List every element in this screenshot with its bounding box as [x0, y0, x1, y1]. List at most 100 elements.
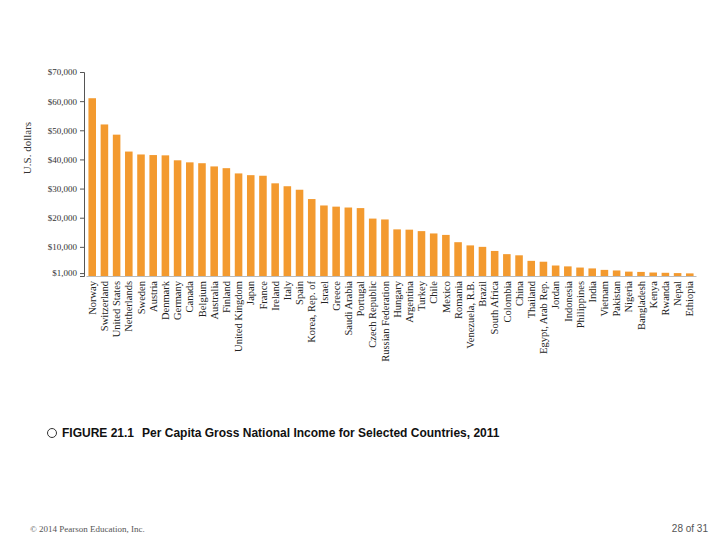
bar [454, 242, 462, 276]
x-tick-label: Nepal [672, 281, 683, 306]
chart-title: Per Capita Gross National Income for Sel… [142, 426, 500, 440]
bar [101, 124, 109, 276]
bar [113, 135, 121, 276]
bar [308, 199, 316, 276]
bar [235, 173, 243, 276]
bar [515, 255, 523, 276]
bar [186, 162, 194, 276]
x-tick: Greece [331, 276, 342, 311]
bar [552, 266, 560, 276]
x-tick-label: Italy [282, 280, 293, 300]
y-tick: $60,000 [48, 97, 84, 107]
x-tick-label: Canada [184, 281, 195, 313]
bar [162, 155, 170, 276]
x-tick: Turkey [416, 276, 427, 311]
y-tick-label: $30,000 [48, 184, 78, 194]
x-tick: Pakistan [611, 276, 622, 317]
caption-text: FIGURE 21.1Per Capita Gross National Inc… [62, 426, 500, 440]
y-tick: $40,000 [48, 155, 84, 165]
x-tick: Mexico [441, 276, 452, 313]
y-tick-mark [80, 218, 84, 219]
x-tick: Vietnam [599, 276, 610, 317]
bar [564, 266, 572, 276]
bar [381, 219, 389, 276]
x-tick-label: United Kingdom [233, 281, 244, 352]
x-tick: Ireland [270, 276, 281, 311]
y-tick-mark [80, 159, 84, 160]
y-tick: $50,000 [48, 126, 84, 136]
y-tick-mark [80, 72, 84, 73]
bar [442, 235, 450, 276]
bar [125, 152, 133, 276]
x-tick-label: Belgium [197, 281, 208, 317]
y-tick: $70,000 [48, 67, 84, 77]
bar [357, 208, 365, 276]
bar [284, 186, 292, 276]
x-tick: Thailand [526, 276, 537, 318]
y-axis: $1,000 $10,000 $20,000 $30,000 $40,000 $50,00… [48, 67, 85, 278]
bar [406, 230, 414, 276]
x-tick-label: Chile [428, 281, 439, 304]
x-tick: Denmark [160, 276, 171, 320]
y-tick: $1,000 [52, 268, 84, 278]
x-tick-label: Australia [209, 281, 220, 320]
x-tick: France [258, 276, 269, 310]
bar [613, 270, 621, 276]
x-tick: India [587, 276, 598, 303]
copyright: © 2014 Pearson Education, Inc. [30, 524, 145, 534]
bar [271, 183, 279, 276]
y-tick-label: $40,000 [48, 155, 78, 165]
x-tick: Italy [282, 276, 293, 300]
x-tick: Nigeria [623, 276, 634, 313]
chart-canvas: $1,000 $10,000 $20,000 $30,000 $40,000 $50,00… [0, 0, 720, 540]
x-tick-label: Thailand [526, 280, 537, 318]
x-tick: Norway [87, 276, 98, 315]
y-tick-label: $10,000 [48, 242, 78, 252]
bar [223, 168, 231, 276]
x-tick-label: Austria [148, 281, 159, 312]
x-tick-label: Brazil [477, 281, 488, 307]
x-tick-label: China [514, 281, 525, 306]
bar [491, 251, 499, 276]
x-tick-label: Korea, Rep. of [306, 280, 317, 342]
bar [576, 268, 584, 276]
y-tick: $20,000 [48, 213, 84, 223]
x-tick: Egypt, Arab Rep. [538, 276, 549, 354]
x-tick-label: Sweden [136, 280, 147, 314]
x-tick: China [514, 276, 525, 306]
x-tick: Russian Federation [380, 276, 391, 362]
y-tick-mark [80, 247, 84, 248]
bar [332, 207, 340, 276]
x-tick-label: France [258, 281, 269, 310]
x-tick-label: South Africa [489, 281, 500, 335]
x-tick-label: Jordan [550, 280, 561, 309]
x-tick: Japan [245, 276, 256, 305]
x-tick: Germany [172, 276, 183, 320]
x-tick-label: United States [111, 281, 122, 337]
x-tick: Colombia [502, 276, 513, 322]
y-tick-mark [80, 273, 84, 274]
bar [540, 262, 548, 276]
bar [588, 268, 596, 276]
x-tick: Brazil [477, 276, 488, 307]
bar [369, 219, 377, 276]
x-tick: Jordan [550, 276, 561, 309]
bar [637, 272, 645, 276]
x-tick: Belgium [197, 276, 208, 317]
x-tick-label: Greece [331, 281, 342, 311]
bar [430, 233, 438, 276]
x-tick-label: Turkey [416, 280, 427, 311]
x-tick: Argentina [404, 276, 415, 323]
x-tick: Rwanda [660, 276, 671, 315]
x-tick-label: India [587, 281, 598, 303]
bar [210, 166, 218, 276]
x-tick: Portugal [355, 276, 366, 317]
bar [88, 98, 96, 276]
x-tick-label: Indonesia [563, 281, 574, 322]
x-tick-label: Pakistan [611, 280, 622, 316]
bar [418, 231, 426, 276]
bar [393, 229, 401, 276]
x-tick-label: Norway [87, 280, 98, 315]
x-tick-label: Egypt, Arab Rep. [538, 281, 549, 354]
x-tick-label: Argentina [404, 281, 415, 323]
